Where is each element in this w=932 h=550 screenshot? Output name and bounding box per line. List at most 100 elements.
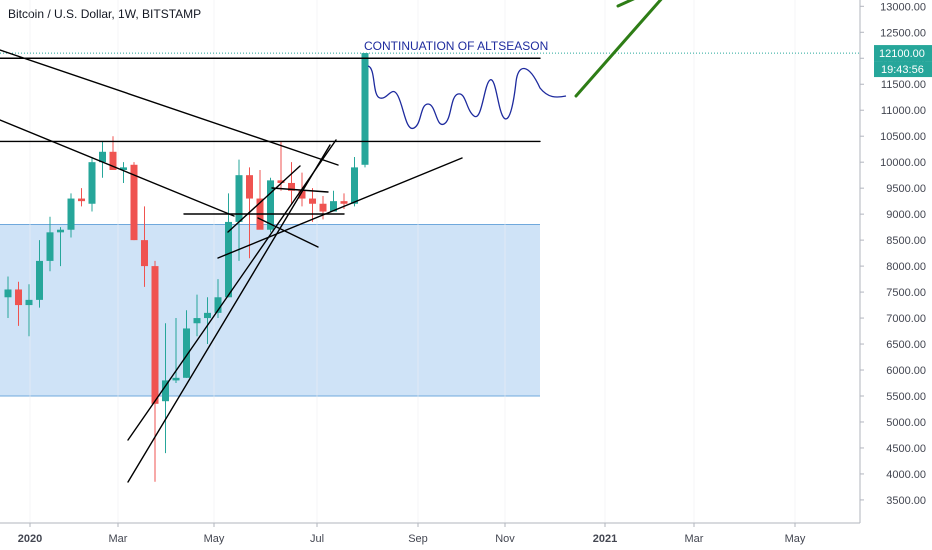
forecast-arrow-shaft (574, 0, 663, 98)
candle (162, 323, 169, 454)
candle-body (204, 312, 211, 319)
candle-body (162, 380, 169, 402)
candle-body (46, 232, 54, 261)
pennant-upper (271, 187, 329, 193)
candle-body (36, 260, 43, 300)
candle-body (267, 180, 274, 230)
descending-trendline-upper (0, 49, 339, 166)
candle (172, 318, 180, 384)
candles-layer (4, 53, 369, 482)
candle-body (340, 201, 348, 204)
candle (151, 260, 159, 482)
triangle-support-line (217, 157, 463, 259)
price-tick-label: 11000.00 (881, 105, 926, 117)
candle (99, 141, 106, 178)
price-axis[interactable]: 3500.00 4000.00 4500.00 5000.00 5500.00 6000.… (859, 0, 932, 523)
trendlines-layer (0, 0, 663, 483)
time-tick-label: Sep (408, 533, 428, 545)
candle (57, 227, 64, 267)
price-tick-label: 11500.00 (881, 79, 926, 91)
price-tick-label: 13000.00 (880, 1, 926, 13)
candle-body (120, 167, 127, 170)
price-tick-label: 8500.00 (886, 235, 926, 247)
countdown-label: 19:43:56 (881, 64, 924, 76)
candle-body (309, 198, 316, 204)
last-price-badge (874, 45, 932, 62)
time-tick-label: Nov (495, 533, 515, 545)
candle-body (319, 203, 327, 212)
price-tick-label: 7500.00 (886, 287, 926, 299)
candle-body (130, 164, 138, 241)
candle-body (214, 297, 222, 313)
candle-body (193, 318, 201, 324)
candle-body (235, 175, 243, 222)
candle (193, 294, 201, 337)
candle-body (99, 151, 106, 163)
candle (183, 310, 190, 378)
price-tick-label: 10000.00 (880, 157, 926, 169)
candle-body (78, 198, 85, 202)
candle-body (246, 175, 253, 199)
price-tick-label: 3500.00 (886, 495, 926, 507)
price-tick-label: 7000.00 (886, 313, 926, 325)
candle-body (330, 201, 337, 212)
candle (309, 188, 316, 222)
chart-title: Bitcoin / U.S. Dollar, 1W, BITSTAMP (8, 7, 202, 21)
price-tick-label: 8000.00 (886, 261, 926, 273)
price-axis-background (860, 0, 932, 523)
countdown-badge (874, 61, 932, 78)
time-tick-label: Mar (109, 533, 128, 545)
time-tick-label: May (785, 533, 806, 545)
candle-body (4, 289, 12, 298)
candle (267, 177, 274, 233)
candle (15, 281, 22, 326)
triangle-down-leg (257, 217, 319, 248)
candle-body (67, 198, 75, 230)
price-tick-label: 6000.00 (886, 365, 926, 377)
time-axis[interactable]: 2020 Mar May Jul Sep Nov 2021 Mar May (0, 522, 932, 550)
support-zone (0, 224, 540, 396)
candle-body (109, 151, 117, 170)
candle (235, 159, 243, 261)
candle (361, 53, 369, 168)
ascending-trendline-outer (127, 144, 331, 483)
annotation-continuation-of-altseason: CONTINUATION OF ALTSEASON (364, 39, 548, 53)
candle-body (225, 221, 232, 298)
price-badges: 12100.00 19:43:56 (874, 45, 932, 78)
candle-body (141, 240, 148, 267)
last-price-label: 12100.00 (879, 48, 925, 60)
candle (78, 188, 85, 207)
candle-body (57, 229, 64, 233)
candle-body (351, 167, 358, 204)
time-tick-label: 2021 (593, 533, 617, 545)
candle-body (88, 162, 96, 204)
candle-body (172, 377, 180, 381)
candle-body (288, 182, 295, 191)
candle (25, 284, 33, 337)
candle-body (15, 289, 22, 306)
pennant-leg (227, 165, 301, 233)
candle-body (298, 190, 306, 199)
candle-body (277, 180, 285, 183)
candle (214, 279, 222, 319)
candle-body (25, 299, 33, 306)
forecast-arrow-head (616, 0, 635, 8)
time-tick-label: Mar (685, 533, 704, 545)
price-tick-label: 4500.00 (886, 443, 926, 455)
price-tick-label: 9000.00 (886, 209, 926, 221)
candle (88, 156, 96, 212)
forecast-path (367, 65, 567, 129)
price-tick-label: 9500.00 (886, 183, 926, 195)
candle-body (361, 53, 369, 165)
candle (351, 156, 358, 207)
candle (330, 190, 337, 212)
time-tick-label: 2020 (18, 533, 42, 545)
candle (141, 206, 148, 287)
price-tick-label: 4000.00 (886, 469, 926, 481)
time-gridlines (0, 0, 860, 523)
price-tick-label: 5000.00 (886, 417, 926, 429)
time-tick-label: Jul (310, 533, 324, 545)
candle (4, 276, 12, 319)
support-zone-layer (0, 224, 540, 397)
